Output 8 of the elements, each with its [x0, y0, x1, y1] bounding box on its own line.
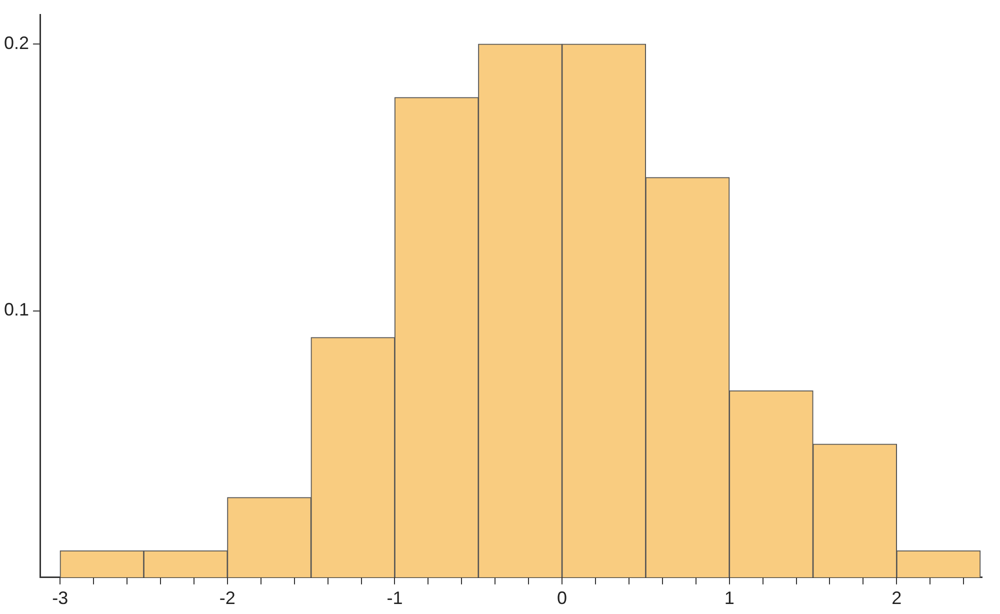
x-tick-label: -2 [219, 588, 236, 608]
y-tick-label: 0.2 [4, 33, 30, 54]
x-tick-label: 1 [724, 588, 734, 608]
x-tick-label: -3 [52, 588, 68, 608]
x-tick-label: 2 [892, 588, 902, 608]
x-tick-label: -1 [386, 588, 403, 608]
x-tick-label: 0 [557, 588, 568, 608]
y-tick-label: 0.1 [4, 300, 30, 320]
